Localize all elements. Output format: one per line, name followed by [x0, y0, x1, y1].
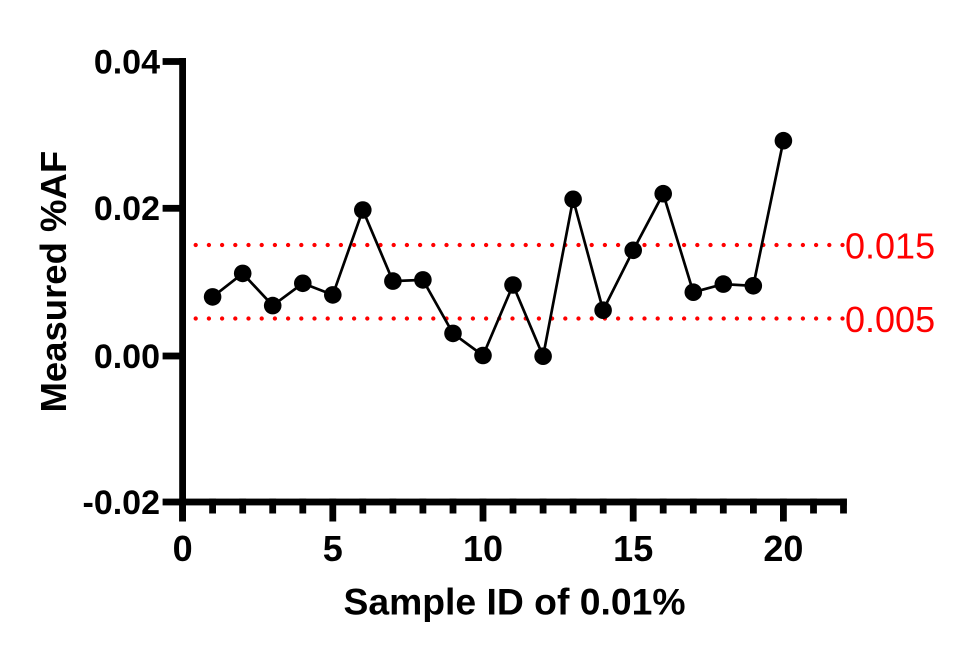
svg-text:0.02: 0.02 — [94, 190, 160, 228]
svg-text:10: 10 — [463, 528, 503, 569]
svg-text:0.015: 0.015 — [845, 226, 935, 267]
svg-text:Measured %AF: Measured %AF — [33, 151, 74, 413]
svg-text:-0.02: -0.02 — [83, 484, 161, 522]
svg-text:15: 15 — [613, 528, 653, 569]
svg-text:5: 5 — [323, 528, 343, 569]
svg-text:0.04: 0.04 — [94, 43, 160, 81]
svg-text:20: 20 — [763, 528, 803, 569]
svg-text:0.005: 0.005 — [845, 299, 935, 340]
svg-text:0: 0 — [173, 528, 193, 569]
svg-text:Sample ID of 0.01%: Sample ID of 0.01% — [343, 581, 685, 623]
svg-text:0.00: 0.00 — [94, 338, 160, 376]
